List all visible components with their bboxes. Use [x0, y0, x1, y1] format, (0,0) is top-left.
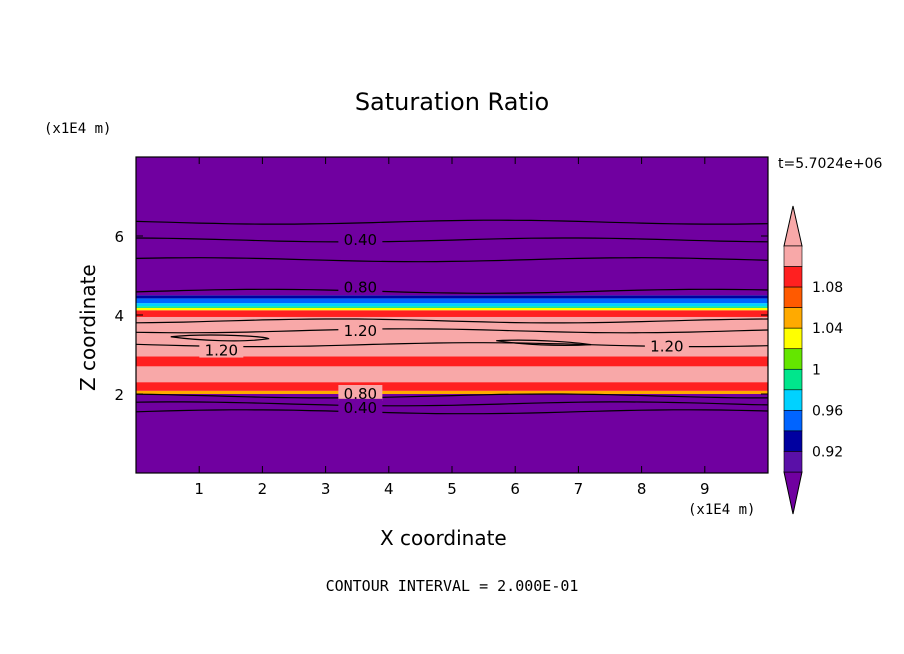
contour-label-bg-0 — [338, 230, 383, 247]
y-axis-unit: (x1E4 m) — [44, 121, 112, 137]
y-tick-label-2: 6 — [114, 228, 124, 246]
chart-title: Saturation Ratio — [354, 88, 550, 116]
colorbar-segment-9 — [783, 430, 803, 452]
colorbar-segment-7 — [783, 389, 803, 411]
x-tick-label-0: 1 — [194, 480, 204, 498]
x-axis-unit: (x1E4 m) — [688, 502, 756, 518]
color-band-8 — [136, 306, 768, 308]
color-band-2 — [136, 382, 768, 391]
x-tick-label-3: 4 — [384, 480, 394, 498]
contour-label-6: 0.40 — [344, 399, 377, 417]
x-tick-label-4: 5 — [447, 480, 457, 498]
color-band-9 — [136, 303, 768, 307]
contour-line-2 — [135, 393, 768, 399]
contour-label-1: 0.80 — [344, 278, 377, 296]
colorbar-segment-0 — [783, 245, 803, 267]
contour-line-5 — [135, 318, 769, 324]
closed-contour-right — [496, 339, 592, 346]
colorbar-tick-label-4: 1.08 — [812, 280, 843, 296]
colorbar-segment-10 — [783, 451, 803, 473]
color-band-3 — [136, 366, 768, 383]
contour-label-4: 1.20 — [650, 338, 683, 356]
colorbar-segment-8 — [783, 410, 803, 432]
x-tick-label-1: 2 — [258, 480, 268, 498]
color-band-7 — [136, 307, 768, 311]
x-tick-label-5: 6 — [510, 480, 520, 498]
colorbar-segment-4 — [783, 327, 803, 350]
contour-line-0 — [135, 409, 769, 415]
x-tick-label-6: 7 — [574, 480, 584, 498]
contour-line-9 — [135, 219, 769, 225]
color-band-1 — [136, 390, 768, 394]
contour-line-4 — [135, 328, 769, 334]
x-axis-label: X coordinate — [380, 526, 507, 550]
color-band-4 — [136, 356, 768, 367]
contour-label-0: 0.40 — [344, 231, 377, 249]
colorbar-tick-label-2: 1 — [812, 362, 821, 378]
contour-label-bg-4 — [644, 337, 689, 354]
colorbar-segment-3 — [783, 307, 803, 329]
y-tick-label-1: 4 — [114, 307, 124, 325]
colorbar-under-arrow — [783, 471, 803, 515]
contour-line-1 — [135, 401, 769, 407]
contour-line-6 — [135, 288, 769, 294]
contour-line-8 — [135, 237, 769, 243]
contour-label-2: 1.20 — [344, 322, 377, 340]
contour-label-bg-1 — [338, 278, 383, 295]
contour-line-7 — [135, 257, 769, 263]
colorbar-segment-2 — [783, 286, 803, 308]
contour-label-bg-5 — [338, 385, 383, 401]
colorbar-over-arrow — [783, 205, 803, 247]
color-band-6 — [136, 310, 768, 317]
color-band-11 — [136, 295, 768, 299]
colorbar-tick-label-0: 0.92 — [812, 444, 843, 460]
x-tick-label-7: 8 — [637, 480, 647, 498]
contour-label-bg-3 — [199, 341, 244, 358]
colorbar-segment-5 — [783, 348, 803, 370]
colorbar-tick-label-3: 1.04 — [812, 321, 843, 337]
contour-label-5: 0.80 — [344, 385, 377, 403]
closed-contour-left — [170, 334, 270, 342]
contour-label-bg-6 — [338, 398, 383, 415]
contour-label-bg-2 — [338, 321, 383, 338]
color-band-0 — [136, 394, 768, 473]
colorbar-segment-6 — [783, 368, 803, 391]
time-label: t=5.7024e+06 — [778, 156, 883, 172]
x-tick-label-8: 9 — [700, 480, 710, 498]
x-tick-label-2: 3 — [321, 480, 331, 498]
y-tick-label-0: 2 — [114, 386, 124, 404]
colorbar-tick-label-1: 0.96 — [812, 403, 843, 419]
color-band-10 — [136, 298, 768, 304]
contour-interval-note: CONTOUR INTERVAL = 2.000E-01 — [325, 577, 579, 595]
color-band-12 — [136, 157, 768, 296]
contour-label-3: 1.20 — [205, 342, 238, 360]
colorbar-segment-1 — [783, 266, 803, 288]
